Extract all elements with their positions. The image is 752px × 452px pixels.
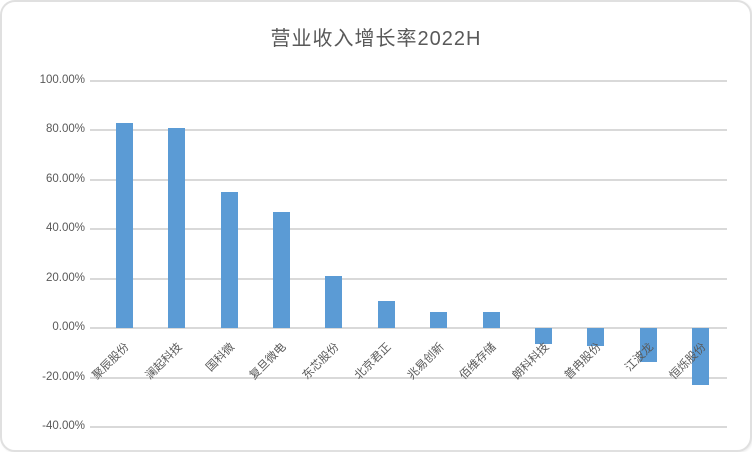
bar-恒烁股份 [692,328,710,386]
y-axis-tick-label: 20.00% [45,271,85,284]
chart-title: 营业收入增长率2022H [270,28,482,50]
gridline-60 [90,178,727,181]
bar-东芯股份 [325,276,343,329]
bar-普冉股份 [587,328,605,347]
bar-佰维存储 [482,311,500,329]
x-axis-tick-label: 国科微 [203,341,237,375]
gridline--20 [90,376,727,379]
gridline-0 [90,327,727,330]
gridline--40 [90,426,727,428]
bar-澜起科技 [168,127,186,329]
y-axis-tick-label: 60.00% [45,172,85,185]
bar-北京君正 [377,301,395,329]
y-axis-tick-label: -40.00% [42,420,85,432]
gridline-80 [90,129,727,132]
y-axis-tick-label: 80.00% [45,123,85,136]
bar-江波龙 [639,328,657,362]
gridline-20 [90,277,727,280]
bar-聚辰股份 [115,122,133,329]
bar-复旦微电 [272,211,290,329]
y-axis-tick-label: 100.00% [39,74,85,86]
y-axis-tick-label: 40.00% [45,222,85,235]
y-axis-tick-label: 0.00% [52,321,85,334]
gridline-100 [90,80,727,82]
bar-朗科科技 [535,328,553,345]
y-axis-tick-label: -20.00% [42,370,85,383]
bar-国科微 [220,191,238,329]
bar-兆易创新 [430,311,448,329]
gridline-40 [90,228,727,231]
